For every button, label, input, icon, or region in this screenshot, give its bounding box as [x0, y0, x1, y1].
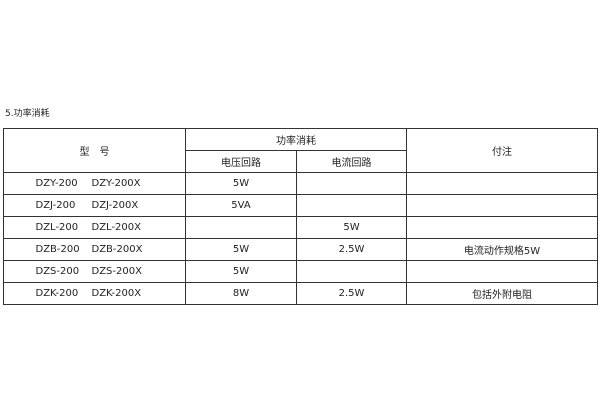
model-cell: DZJ-200 DZJ-200X [3, 194, 186, 217]
table-row: DZJ-200 DZJ-200X 5VA [3, 194, 598, 217]
header-row: 型 号 功率消耗 付注 [3, 128, 598, 173]
header-power: 功率消耗 [185, 128, 407, 151]
model-cell: DZL-200 DZL-200X [3, 216, 186, 239]
model-a: DZS-200 [35, 266, 80, 277]
table-row: DZB-200 DZB-200X 5W 2.5W 电流动作规格5W [3, 238, 598, 261]
model-cell: DZY-200 DZY-200X [3, 172, 186, 195]
header-note: 付注 [406, 128, 598, 173]
note-cell [406, 216, 598, 239]
subheader-row: 电压回路 电流回路 [4, 150, 598, 173]
header-voltage-circuit: 电压回路 [185, 150, 297, 173]
current-cell: 5W [296, 216, 407, 239]
model-cell: DZK-200 DZK-200X [3, 282, 186, 305]
header-model: 型 号 [3, 128, 186, 173]
table-row: DZY-200 DZY-200X 5W [3, 172, 598, 195]
table-row: DZS-200 DZS-200X 5W [3, 260, 598, 283]
note-cell [406, 194, 598, 217]
table-row: DZL-200 DZL-200X 5W [3, 216, 598, 239]
model-a: DZB-200 [35, 244, 80, 255]
current-cell: 2.5W [296, 282, 407, 305]
power-consumption-table: 型 号 功率消耗 付注 电压回路 电流回路 DZY-200 DZY-200X 5W… [3, 128, 598, 305]
model-b: DZS-200X [91, 266, 142, 277]
section-title: 5.功率消耗 [5, 109, 50, 119]
voltage-cell: 5W [185, 238, 297, 261]
voltage-cell [185, 216, 297, 239]
model-a: DZK-200 [35, 288, 79, 299]
model-b: DZL-200X [91, 222, 142, 233]
header-current-circuit: 电流回路 [296, 150, 407, 173]
current-cell [296, 194, 407, 217]
model-b: DZY-200X [91, 178, 141, 189]
current-cell [296, 172, 407, 195]
current-cell: 2.5W [296, 238, 407, 261]
voltage-cell: 5W [185, 260, 297, 283]
voltage-cell: 5VA [185, 194, 297, 217]
note-cell [406, 260, 598, 283]
model-a: DZJ-200 [35, 200, 76, 211]
note-cell: 电流动作规格5W [406, 238, 598, 261]
note-cell [406, 172, 598, 195]
voltage-cell: 5W [185, 172, 297, 195]
model-cell: DZB-200 DZB-200X [3, 238, 186, 261]
model-a: DZL-200 [35, 222, 79, 233]
note-cell: 包括外附电阻 [406, 282, 598, 305]
table-row: DZK-200 DZK-200X 8W 2.5W 包括外附电阻 [3, 282, 598, 305]
model-cell: DZS-200 DZS-200X [3, 260, 186, 283]
model-b: DZK-200X [91, 288, 142, 299]
model-a: DZY-200 [35, 178, 78, 189]
voltage-cell: 8W [185, 282, 297, 305]
model-b: DZJ-200X [91, 200, 139, 211]
current-cell [296, 260, 407, 283]
model-b: DZB-200X [91, 244, 143, 255]
